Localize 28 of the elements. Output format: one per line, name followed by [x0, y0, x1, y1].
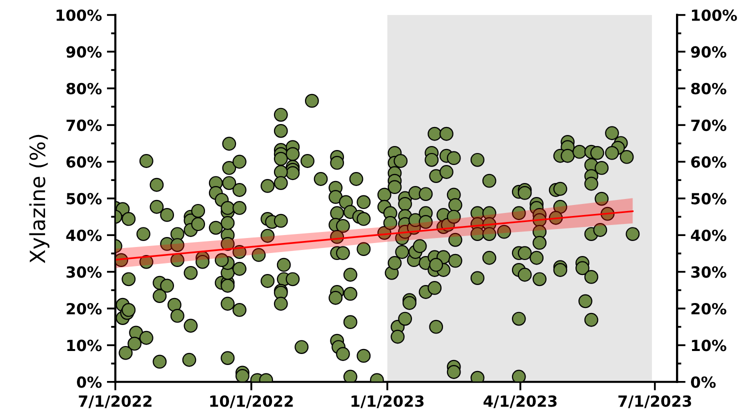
y-tick-label: 20%: [66, 302, 102, 315]
y-tick-label: 70%: [66, 120, 102, 132]
y-tick-label: 40%: [66, 230, 102, 242]
y2-tick-label: 50%: [691, 192, 726, 204]
y-axis-title: Xylazine (%): [29, 134, 50, 264]
y-tick-label: 90%: [66, 46, 102, 58]
x-tick-label: 7/1/2023: [618, 395, 692, 408]
y2-tick-label: 60%: [691, 156, 726, 168]
y2-tick-label: 10%: [692, 340, 726, 352]
y2-tick-label: 40%: [690, 230, 726, 242]
y2-tick-label: 80%: [691, 82, 726, 94]
x-tick-label: 4/1/2023: [484, 395, 557, 408]
x-tick-label: 1/1/2023: [352, 395, 424, 408]
y2-tick-label: 90%: [691, 46, 726, 58]
x-tick-label: 7/1/2022: [78, 395, 152, 408]
y2-tick-label: 0%: [690, 376, 716, 388]
y-tick-label: 0%: [76, 376, 102, 388]
y2-tick-label: 30%: [691, 266, 726, 278]
y-tick-label: 100%: [56, 9, 102, 21]
y-tick-label: 60%: [66, 156, 102, 168]
y2-tick-label: 70%: [691, 120, 726, 132]
y-tick-label: 30%: [66, 266, 102, 278]
x-tick-label: 10/1/2022: [210, 395, 293, 408]
y-tick-label: 50%: [66, 192, 102, 204]
y2-tick-label: 20%: [691, 302, 726, 315]
y-tick-label: 10%: [67, 340, 102, 352]
y-tick-label: 80%: [66, 82, 102, 94]
y2-tick-label: 100%: [692, 9, 737, 21]
